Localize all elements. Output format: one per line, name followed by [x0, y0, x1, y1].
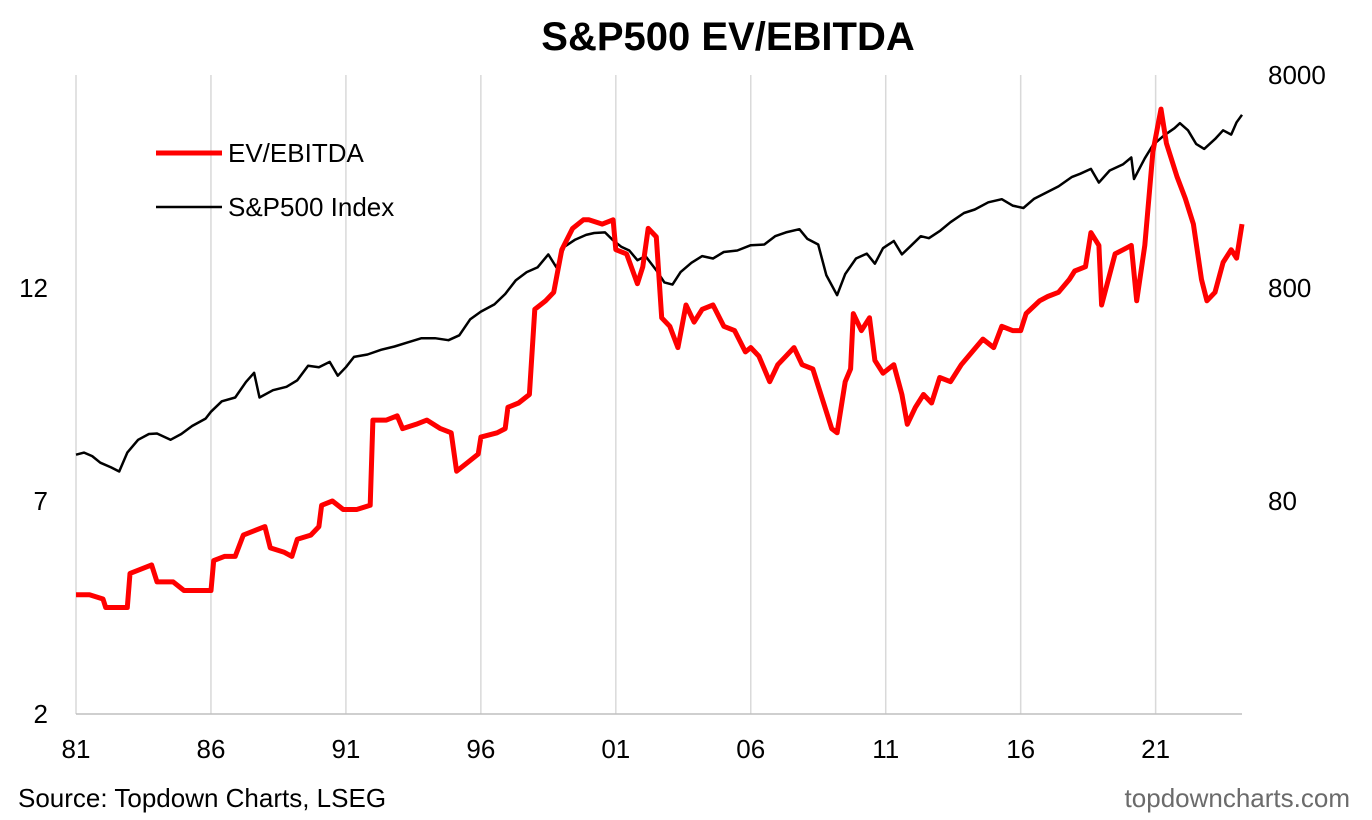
- x-tick-label-81: 81: [62, 734, 91, 764]
- x-tick-label-96: 96: [466, 734, 495, 764]
- x-tick-label-16: 16: [1006, 734, 1035, 764]
- source-note: Source: Topdown Charts, LSEG: [18, 783, 386, 813]
- x-tick-label-86: 86: [196, 734, 225, 764]
- left-tick-label-12: 12: [19, 273, 48, 303]
- chart-title: S&P500 EV/EBITDA: [541, 15, 914, 59]
- left-tick-label-7: 7: [34, 486, 48, 516]
- legend-label-ev-ebitda: EV/EBITDA: [228, 138, 364, 168]
- x-tick-label-06: 06: [736, 734, 765, 764]
- gridlines: [75, 75, 1157, 714]
- left-tick-label-2: 2: [34, 699, 48, 729]
- right-tick-label-8000: 8000: [1268, 60, 1326, 90]
- x-tick-label-91: 91: [331, 734, 360, 764]
- brand-watermark: topdowncharts.com: [1125, 783, 1350, 813]
- ev-ebitda-line: [76, 106, 1245, 610]
- right-tick-label-80: 80: [1268, 486, 1297, 516]
- right-axis-ticks: 80 800 8000: [1268, 60, 1326, 516]
- legend: EV/EBITDA S&P500 Index: [156, 138, 394, 222]
- legend-label-sp500-index: S&P500 Index: [228, 192, 394, 222]
- right-tick-label-800: 800: [1268, 273, 1311, 303]
- x-tick-label-21: 21: [1141, 734, 1170, 764]
- x-tick-label-01: 01: [601, 734, 630, 764]
- left-axis-ticks: 2 7 12: [19, 273, 48, 729]
- sp500-index-line: [75, 114, 1244, 473]
- x-axis-ticks: 81 86 91 96 01 06 11 16 21: [62, 734, 1171, 764]
- x-tick-label-11: 11: [872, 734, 899, 764]
